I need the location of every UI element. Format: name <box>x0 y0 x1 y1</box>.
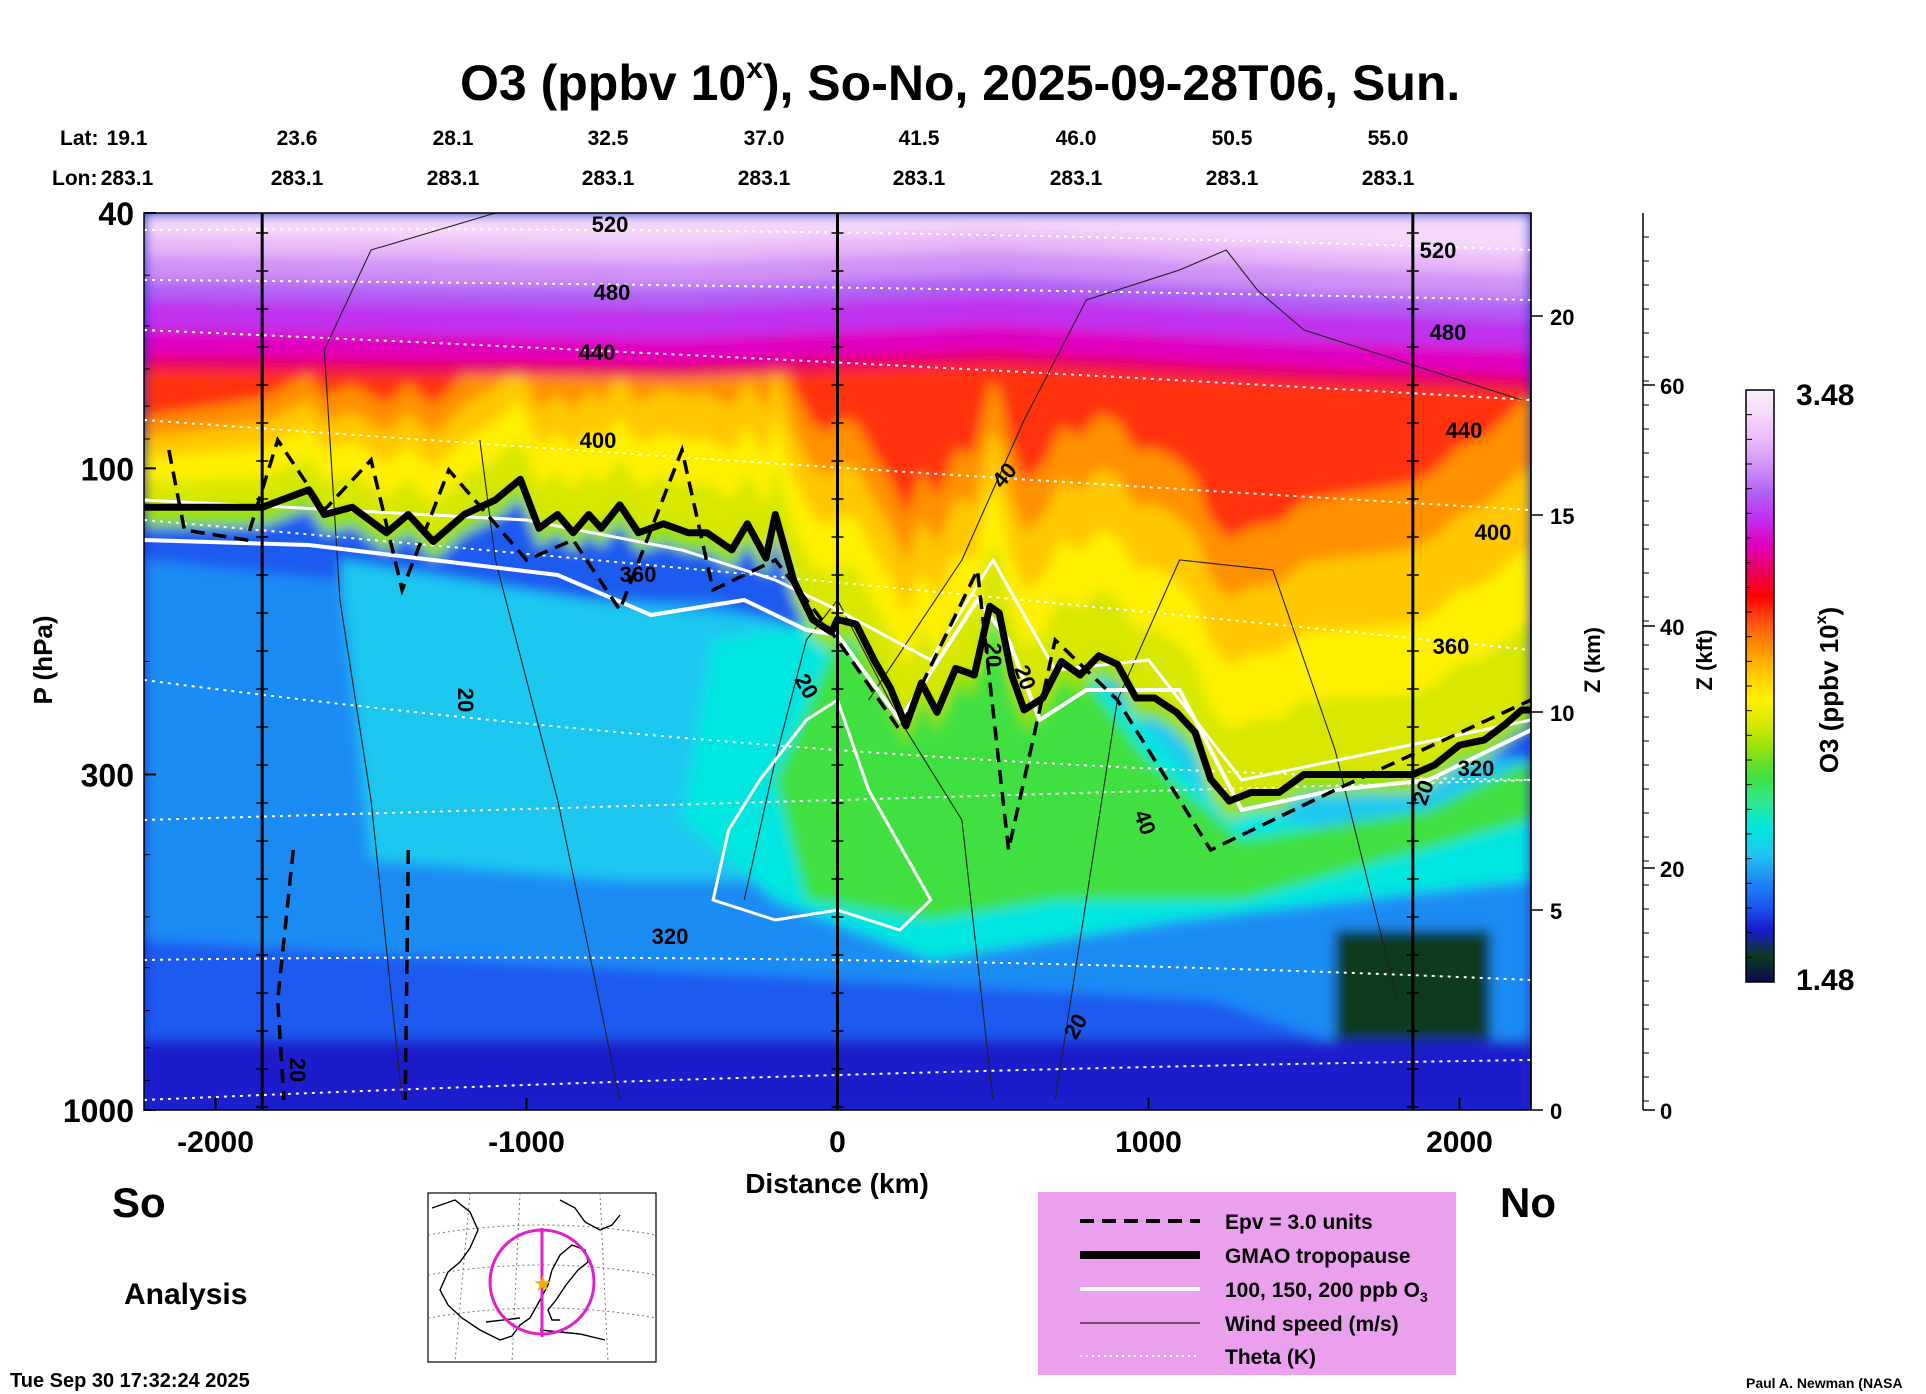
theta-contour-label: 360 <box>1433 634 1470 659</box>
wind-contour-label: 20 <box>453 688 478 712</box>
lat-value: 41.5 <box>899 127 940 150</box>
lon-value: 283.1 <box>1362 167 1415 190</box>
z-kft-axis-title: Z (kft) <box>1692 629 1717 690</box>
lon-value: 283.1 <box>1050 167 1103 190</box>
map-center-star-icon: ★ <box>533 1271 553 1296</box>
lon-value: 283.1 <box>1206 167 1259 190</box>
theta-contour-label: 480 <box>594 280 631 305</box>
z-km-tick-label: 5 <box>1550 899 1562 924</box>
plot-area: 520 480 440 400 360 320 520 480 440 400 360 320 20 20… <box>144 212 1531 1110</box>
wind-speed-contour <box>1054 559 1398 1101</box>
z-km-tick-label: 15 <box>1550 504 1574 529</box>
legend-wind-speed: Wind speed (m/s) <box>1225 1313 1399 1336</box>
x-axis-title: Distance (km) <box>745 1168 929 1199</box>
z-kft-tick-label: 20 <box>1660 857 1684 882</box>
lon-value: 283.1 <box>582 167 635 190</box>
chart-title: O3 (ppbv 10x), So-No, 2025-09-28T06, Sun… <box>460 52 1460 111</box>
wind-speed-contour <box>323 213 496 1101</box>
z-km-tick-label: 20 <box>1550 305 1574 330</box>
z-km-tick-label: 0 <box>1550 1099 1562 1124</box>
z-km-axis-title: Z (km) <box>1580 627 1605 693</box>
lon-row-label: Lon: <box>52 167 97 190</box>
lon-value: 283.1 <box>271 167 324 190</box>
x-tick-label: -2000 <box>177 1126 254 1159</box>
epv-contour <box>403 849 411 1101</box>
legend-ozone-contours: 100, 150, 200 ppb O3 <box>1225 1279 1428 1305</box>
epv-contour <box>167 435 1531 853</box>
z-kft-tick-label: 60 <box>1660 374 1684 399</box>
wind-speed-contour <box>868 249 1522 701</box>
theta-contour-label: 400 <box>1475 520 1512 545</box>
z-km-tick-label: 10 <box>1550 701 1574 726</box>
lon-value: 283.1 <box>893 167 946 190</box>
theta-contour-label: 400 <box>580 428 617 453</box>
lat-value: 19.1 <box>107 127 148 150</box>
colorbar-ticks <box>1746 389 1752 983</box>
theta-contour-label: 520 <box>1420 238 1457 263</box>
ozone-contour-100 <box>144 538 1531 813</box>
lat-value: 50.5 <box>1212 127 1253 150</box>
x-tick-label: 1000 <box>1115 1126 1182 1159</box>
legend-epv: Epv = 3.0 units <box>1225 1211 1373 1234</box>
lat-value: 55.0 <box>1368 127 1409 150</box>
theta-contour-label: 360 <box>620 562 657 587</box>
z-kft-tick-label: 40 <box>1660 615 1684 640</box>
theta-contour-label: 440 <box>1446 418 1483 443</box>
colorbar-max-label: 3.48 <box>1796 379 1854 412</box>
x-tick-label: 2000 <box>1426 1126 1493 1159</box>
lat-value: 23.6 <box>277 127 318 150</box>
colorbar-title: O3 (ppbv 10x) <box>1813 607 1844 773</box>
theta-contour-label: 320 <box>1458 756 1495 781</box>
y-tick-label: 100 <box>81 451 134 487</box>
lat-value: 46.0 <box>1056 127 1097 150</box>
analysis-label: Analysis <box>124 1278 247 1311</box>
lat-row-label: Lat: <box>60 127 99 150</box>
inset-map: ★ <box>427 1192 657 1363</box>
lon-value: 283.1 <box>101 167 154 190</box>
south-end-label: So <box>112 1179 166 1226</box>
wind-contour-label: 20 <box>285 1058 310 1082</box>
timestamp: Tue Sep 30 17:32:24 2025 <box>10 1370 250 1392</box>
ozone-contour-100-closed <box>711 697 933 932</box>
lat-value: 37.0 <box>744 127 785 150</box>
map-coastline <box>431 1199 621 1341</box>
legend-theta: Theta (K) <box>1225 1346 1316 1369</box>
colorbar: 3.48 1.48 O3 (ppbv 10x) <box>1745 379 1854 997</box>
colorbar-min-label: 1.48 <box>1796 964 1854 997</box>
lon-value: 283.1 <box>427 167 480 190</box>
theta-contour-label: 320 <box>652 924 689 949</box>
y-tick-label: 300 <box>81 757 134 793</box>
y-tick-label: 1000 <box>63 1093 134 1129</box>
legend-tropopause: GMAO tropopause <box>1225 1245 1411 1268</box>
wind-contour-label: 20 <box>981 643 1006 667</box>
ozone-contour-150 <box>144 498 1531 782</box>
theta-contour-label: 520 <box>592 212 629 237</box>
epv-contour <box>275 849 296 1101</box>
credit: Paul A. Newman (NASA <box>1746 1375 1903 1391</box>
lat-value: 28.1 <box>433 127 474 150</box>
theta-contour-label: 480 <box>1430 320 1467 345</box>
lat-lon-labels: 19.1 23.6 28.1 32.5 37.0 41.5 46.0 50.5 55.0 283.… <box>101 127 1415 190</box>
lon-value: 283.1 <box>738 167 791 190</box>
y-axis-title: P (hPa) <box>28 615 58 704</box>
axes: 40 100 300 1000 -2000 -1000 0 1000 2000 0 5 10 15 20 0… <box>63 196 1685 1159</box>
contour-overlays: 520 480 440 400 360 320 520 480 440 400 360 320 20 20… <box>144 212 1531 1110</box>
legend: Epv = 3.0 units GMAO tropopause 100, 150… <box>1038 1192 1456 1375</box>
x-tick-label: 0 <box>829 1126 846 1159</box>
y-tick-label: 40 <box>98 196 134 232</box>
theta-contour-label: 440 <box>579 340 616 365</box>
z-kft-tick-label: 0 <box>1660 1099 1672 1124</box>
north-end-label: No <box>1500 1179 1556 1226</box>
x-tick-label: -1000 <box>488 1126 565 1159</box>
lat-value: 32.5 <box>588 127 629 150</box>
tropopause-line <box>144 475 1531 805</box>
